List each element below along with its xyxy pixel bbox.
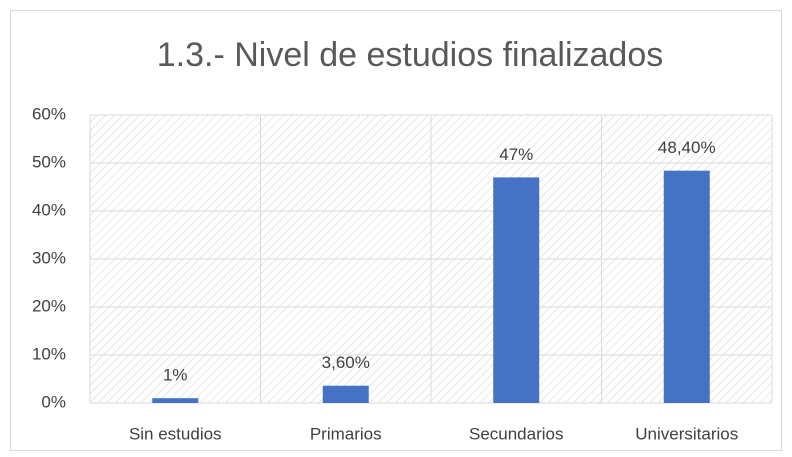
bar (663, 170, 710, 403)
x-tick-label: Primarios (310, 424, 382, 443)
y-tick-label: 0% (41, 392, 66, 411)
data-label: 1% (163, 366, 188, 385)
data-label: 48,40% (658, 138, 716, 157)
y-tick-label: 30% (32, 248, 66, 267)
bar (493, 177, 540, 403)
y-tick-label: 60% (32, 104, 66, 123)
x-tick-label: Universitarios (635, 424, 738, 443)
x-tick-label: Sin estudios (129, 424, 222, 443)
bar (152, 398, 199, 403)
y-tick-label: 10% (32, 344, 66, 363)
y-tick-label: 50% (32, 152, 66, 171)
y-tick-label: 20% (32, 296, 66, 315)
x-tick-label: Secundarios (469, 424, 564, 443)
data-label: 47% (499, 145, 533, 164)
data-label: 3,60% (322, 353, 370, 372)
bar (322, 385, 369, 403)
y-tick-label: 40% (32, 200, 66, 219)
chart-title: 1.3.- Nivel de estudios finalizados (157, 36, 664, 74)
